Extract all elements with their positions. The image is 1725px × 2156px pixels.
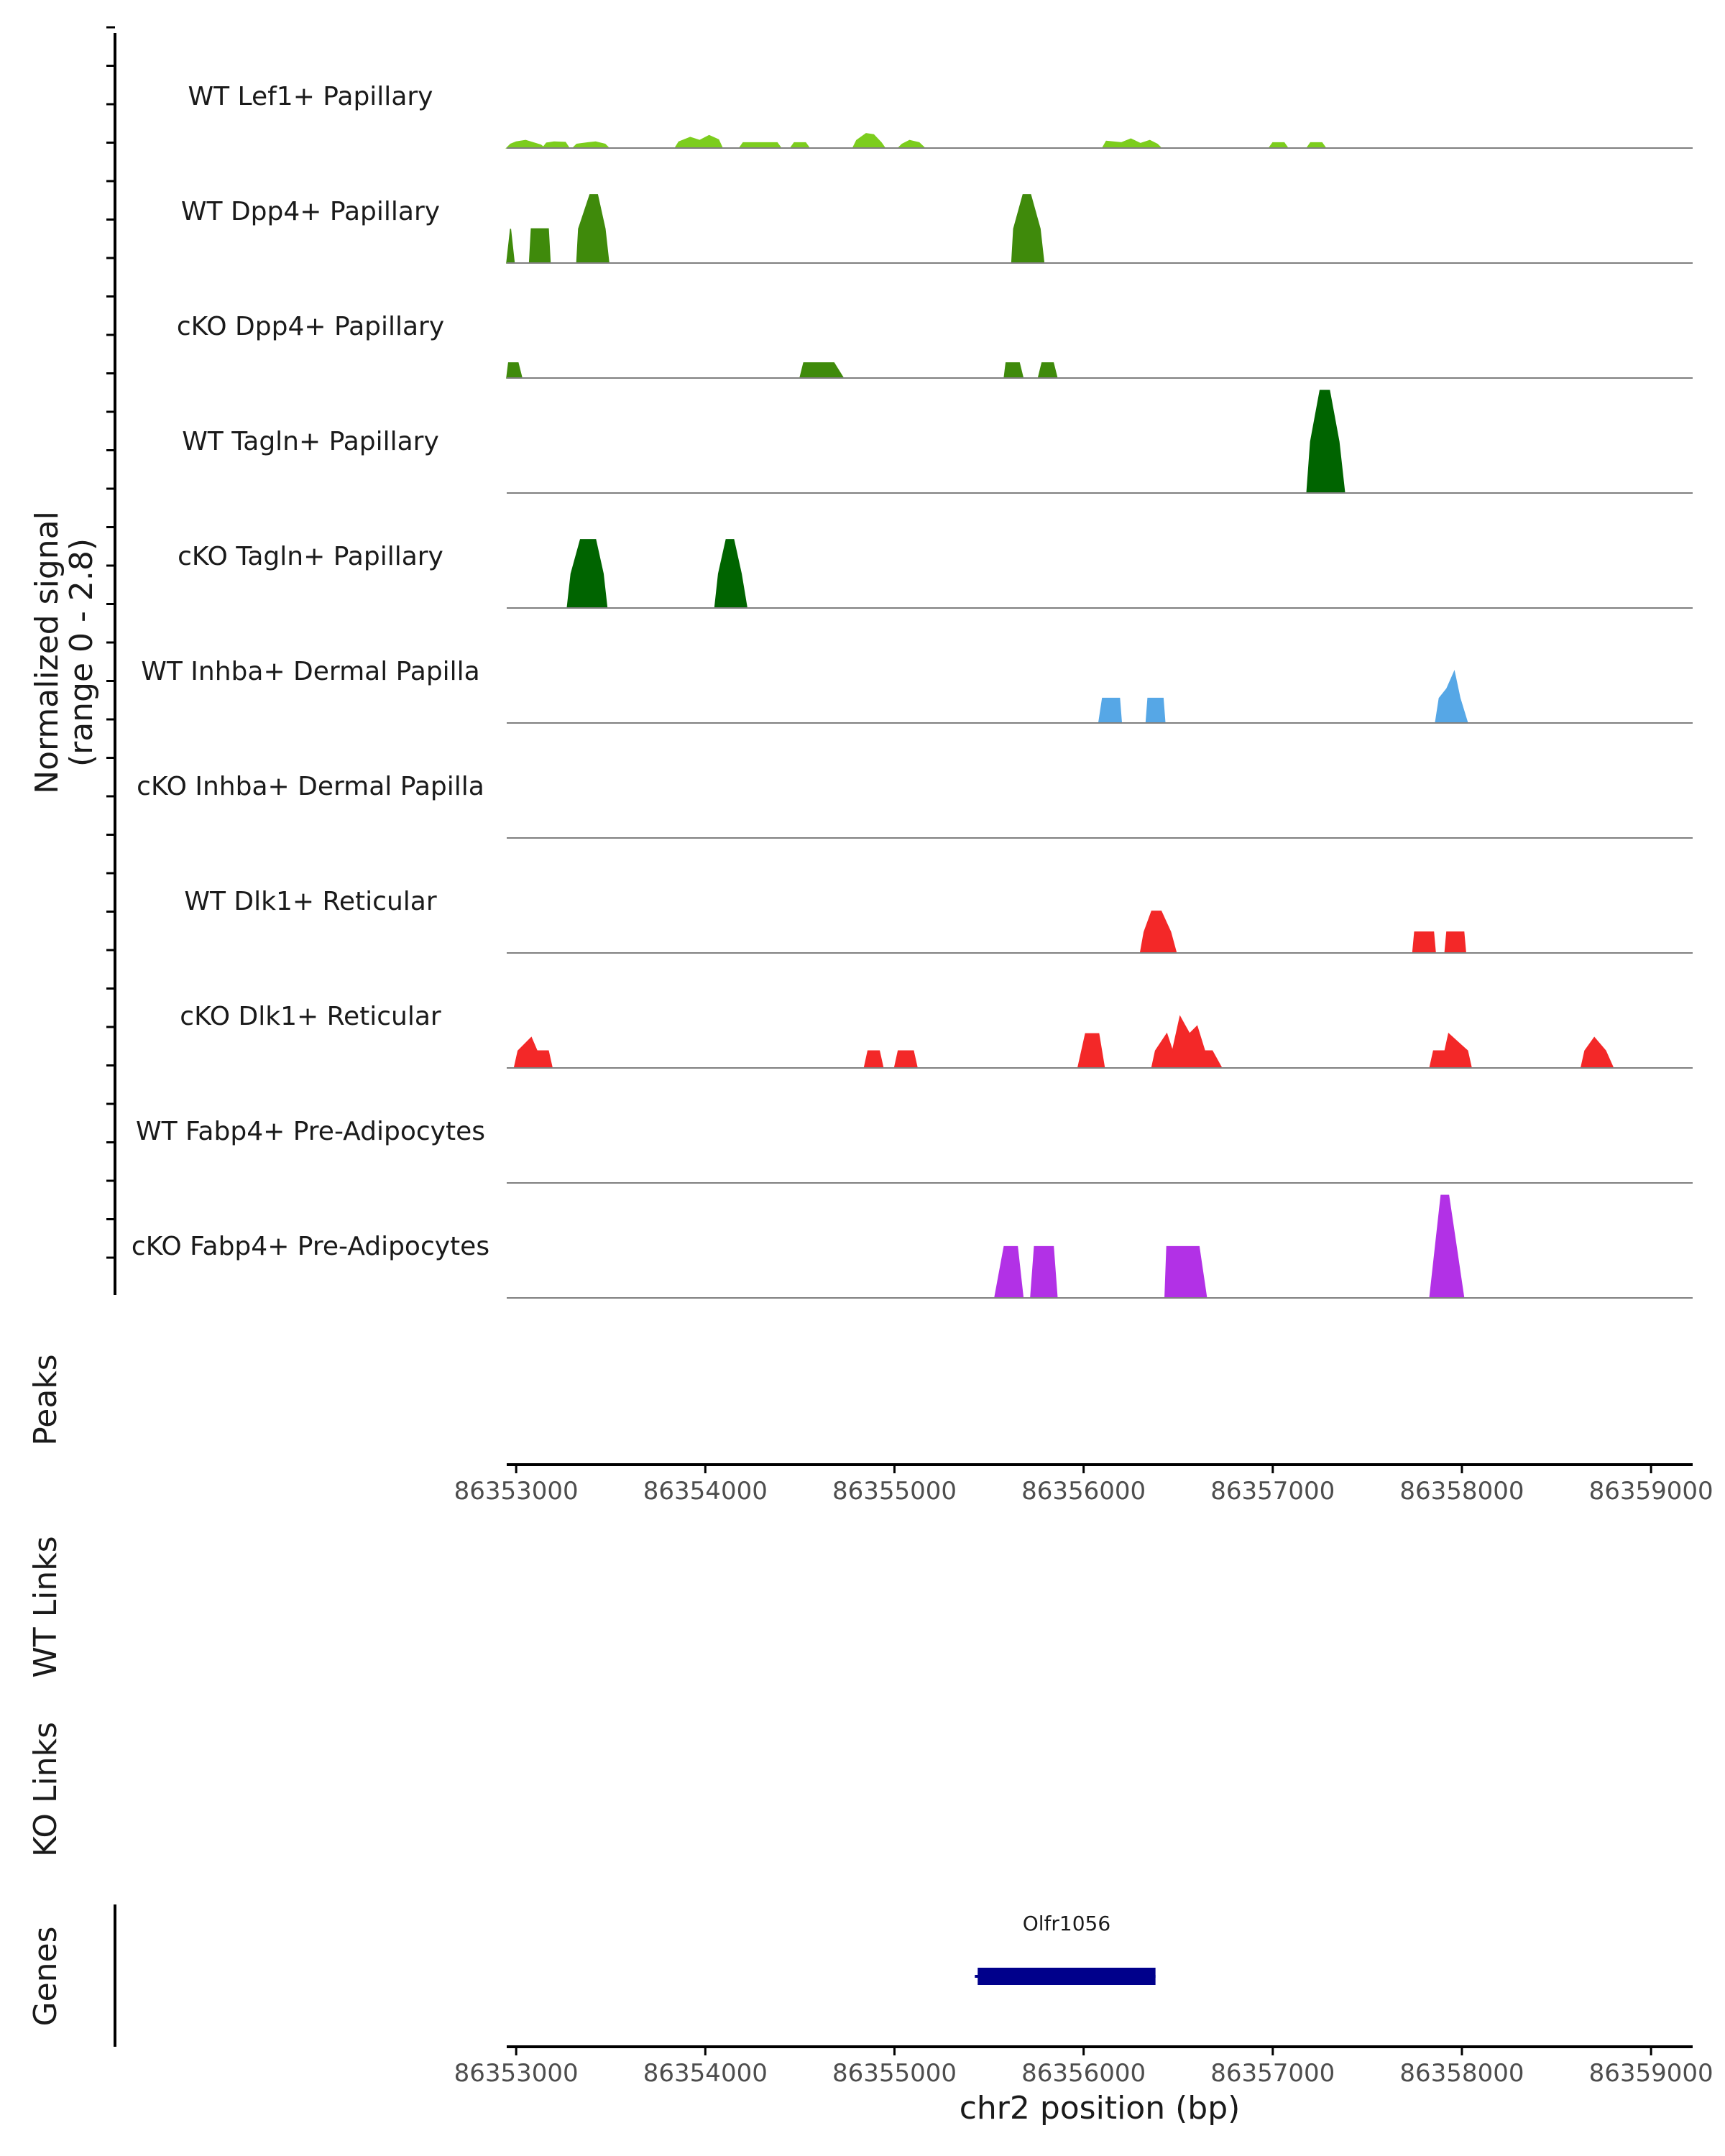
track-label: WT Lef1+ Papillary (188, 82, 433, 111)
x-tick-label: 86354000 (643, 2059, 768, 2088)
coverage-peak (1444, 931, 1467, 954)
coverage-y-axis-ticks (106, 26, 115, 1259)
x-tick-label: 86353000 (454, 1477, 579, 1506)
coverage-peak (541, 141, 571, 149)
peaks-panel-label: Peaks (27, 1354, 64, 1445)
track-9: WT Fabp4+ Pre-Adipocytes (136, 1117, 1693, 1184)
track-6: cKO Inhba+ Dermal Papilla (137, 772, 1693, 839)
x-tick-label: 86355000 (832, 2059, 957, 2088)
coverage-peak (1139, 911, 1177, 954)
track-8: cKO Dlk1+ Reticular (180, 1002, 1693, 1069)
track-label: WT Fabp4+ Pre-Adipocytes (136, 1117, 485, 1146)
coverage-peak (1077, 1033, 1105, 1069)
coverage-peak (576, 194, 610, 264)
genes-x-axis-ticks: 86353000 86354000 86355000 86356000 86357000… (454, 2047, 1714, 2088)
x-tick-label: 86359000 (1589, 2059, 1714, 2088)
peaks-x-axis-ticks: 86353000 86354000 86355000 86356000 86357000… (454, 1465, 1714, 1506)
x-axis-title: chr2 position (bp) (960, 2090, 1241, 2127)
coverage-peak (1030, 1245, 1058, 1299)
coverage-peak (1037, 362, 1058, 379)
coverage-peak (505, 139, 546, 149)
coverage-peak (506, 229, 515, 264)
track-4: cKO Tagln+ Papillary (178, 539, 1693, 609)
coverage-peak (1580, 1036, 1614, 1069)
coverage-peak (1435, 670, 1468, 724)
coverage-peak (896, 139, 926, 149)
x-tick-label: 86353000 (454, 2059, 579, 2088)
track-5: WT Inhba+ Dermal Papilla (141, 657, 1693, 724)
track-label: WT Tagln+ Papillary (182, 427, 439, 456)
coverage-peak (1412, 931, 1436, 954)
x-tick-label: 86358000 (1399, 2059, 1524, 2088)
x-tick-label: 86359000 (1589, 1477, 1714, 1506)
track-3: WT Tagln+ Papillary (182, 390, 1693, 494)
coverage-peak (566, 539, 608, 609)
x-tick-label: 86356000 (1021, 2059, 1146, 2088)
track-10: cKO Fabp4+ Pre-Adipocytes (132, 1194, 1693, 1299)
coverage-peak (1098, 697, 1123, 724)
coverage-peak (738, 142, 783, 149)
x-tick-label: 86358000 (1399, 1477, 1524, 1506)
coverage-peak (513, 1036, 553, 1069)
coverage-peak (1101, 138, 1163, 149)
track-7: WT Dlk1+ Reticular (184, 887, 1693, 954)
coverage-peak (863, 1050, 884, 1069)
coverage-peak (714, 539, 748, 609)
coverage-tracks: WT Lef1+ Papillary WT Dpp4+ Papillary cKO … (132, 82, 1693, 1299)
gene-label: Olfr1056 (1023, 1912, 1110, 1935)
coverage-peak (799, 362, 845, 379)
track-label: cKO Tagln+ Papillary (178, 542, 443, 571)
y-axis-title: Normalized signal (29, 511, 65, 794)
coverage-peak (993, 1245, 1024, 1299)
x-tick-label: 86357000 (1210, 1477, 1335, 1506)
coverage-peak (1164, 1245, 1208, 1299)
track-label: cKO Inhba+ Dermal Papilla (137, 772, 484, 801)
coverage-peak (506, 362, 523, 379)
track-1: WT Dpp4+ Papillary (181, 194, 1693, 264)
track-label: WT Inhba+ Dermal Papilla (141, 657, 479, 686)
coverage-peak (1003, 362, 1024, 379)
coverage-peak (789, 142, 811, 149)
coverage-peak (673, 134, 724, 149)
coverage-peak (1306, 390, 1346, 494)
x-tick-label: 86355000 (832, 1477, 957, 1506)
track-label: cKO Dpp4+ Papillary (177, 312, 444, 341)
coverage-peak (1429, 1194, 1465, 1299)
coverage-peak (852, 133, 886, 149)
track-label: WT Dpp4+ Papillary (181, 197, 440, 226)
x-tick-label: 86357000 (1210, 2059, 1335, 2088)
coverage-peak (1429, 1032, 1473, 1069)
coverage-peak (1151, 1015, 1223, 1069)
ko-links-panel-label: KO Links (27, 1722, 64, 1857)
track-label: cKO Fabp4+ Pre-Adipocytes (132, 1232, 489, 1261)
coverage-peak (1011, 194, 1045, 264)
track-0: WT Lef1+ Papillary (188, 82, 1693, 149)
coverage-peak (528, 228, 551, 264)
coverage-peak (571, 141, 610, 149)
wt-links-panel-label: WT Links (27, 1536, 64, 1677)
gene-annotations: Olfr1056 (975, 1912, 1156, 1985)
x-tick-label: 86354000 (643, 1477, 768, 1506)
y-axis-range: (range 0 - 2.8) (63, 538, 100, 767)
coverage-peak (1305, 142, 1327, 149)
genes-panel-label: Genes (27, 1926, 64, 2026)
track-2: cKO Dpp4+ Papillary (177, 312, 1693, 379)
coverage-peak (893, 1050, 919, 1069)
coverage-peak (1145, 697, 1166, 724)
track-label: cKO Dlk1+ Reticular (180, 1002, 441, 1031)
coverage-peak (1268, 142, 1289, 149)
x-tick-label: 86356000 (1021, 1477, 1146, 1506)
track-label: WT Dlk1+ Reticular (184, 887, 436, 916)
